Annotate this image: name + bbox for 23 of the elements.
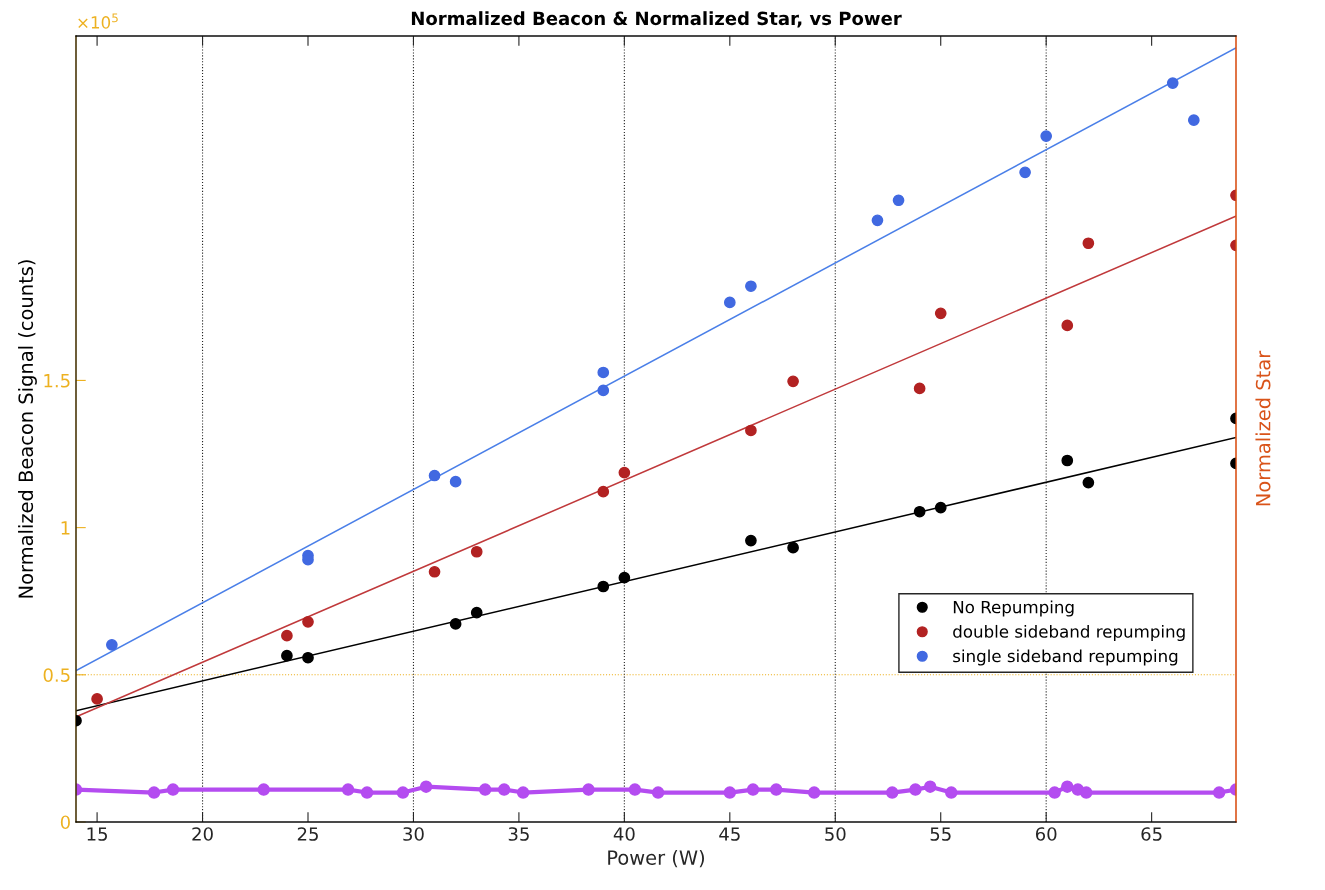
legend-label: double sideband repumping — [953, 624, 1185, 642]
x-tick-label: 50 — [825, 827, 846, 841]
y2-axis-title: Normalized Star — [1255, 350, 1271, 506]
x-tick-label: 65 — [1141, 827, 1162, 841]
x-tick-label: 35 — [508, 827, 529, 841]
x-tick-label: 45 — [719, 827, 740, 841]
y-tick-label: 1 — [61, 521, 70, 535]
y-tick-label: 0.5 — [43, 668, 70, 682]
text: ×10$^{5}$ — [78, 13, 118, 29]
x-tick-label: 55 — [930, 827, 951, 841]
x-tick-label: 60 — [1035, 827, 1057, 841]
legend-label: single sideband repumping — [953, 649, 1178, 666]
x-tick-label: 15 — [87, 827, 107, 841]
x-tick-label: 20 — [192, 827, 213, 841]
y-tick-label: 1.5 — [44, 374, 70, 388]
x-tick-label: 40 — [613, 827, 635, 841]
chart-title: Normalized Beacon & Normalized Star, vs Power — [411, 11, 902, 28]
y-axis-title: Normalized Beacon Signal (counts) — [18, 260, 37, 598]
y-tick-label: 0 — [60, 815, 70, 830]
legend-label: No Repumping — [953, 600, 1074, 617]
x-tick-label: 30 — [403, 827, 424, 841]
x-axis-title: Power (W) — [608, 849, 705, 868]
x-tick-label: 25 — [297, 827, 318, 841]
